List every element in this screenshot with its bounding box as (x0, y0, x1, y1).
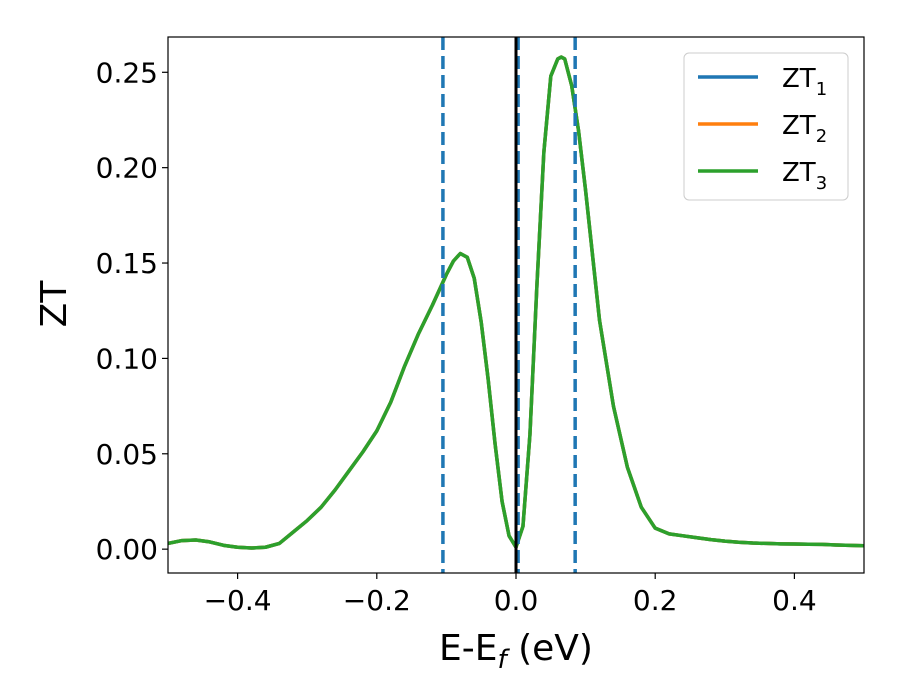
x-tick-label: 0.2 (633, 584, 678, 617)
legend-label-subscript: 1 (816, 79, 827, 100)
plot-frame (167, 36, 865, 574)
legend-label-subscript: 2 (816, 126, 827, 147)
legend-label-main: ZT (782, 64, 816, 94)
x-axis-label: E-Ef (eV) (439, 628, 593, 675)
legend-box (683, 52, 849, 201)
x-axis-label-suffix: (eV) (507, 628, 593, 669)
x-tick-label: −0.2 (343, 584, 411, 617)
y-tick-label: 0.05 (96, 438, 158, 471)
legend-label-subscript: 3 (816, 173, 827, 194)
legend-label-main: ZT (782, 158, 816, 188)
plot-area (168, 37, 864, 573)
y-tick-label: 0.00 (96, 533, 158, 566)
series-line-zt3 (168, 55, 864, 550)
legend-label-main: ZT (782, 111, 816, 141)
legend-label-zt2: ZT2 (782, 111, 827, 147)
x-tick-label: −0.4 (204, 584, 272, 617)
y-tick-label: 0.10 (96, 342, 158, 375)
x-axis: −0.4 −0.2 0.0 0.2 0.4 (204, 573, 817, 617)
y-tick-label: 0.15 (96, 247, 158, 280)
legend-label-zt1: ZT1 (782, 64, 827, 100)
y-axis-label: ZT (34, 280, 75, 328)
x-tick-label: 0.4 (772, 584, 817, 617)
x-tick-label: 0.0 (494, 584, 539, 617)
x-axis-label-main: E-E (439, 628, 497, 669)
y-tick-label: 0.25 (96, 56, 158, 89)
y-axis: 0.00 0.05 0.10 0.15 0.20 0.25 (96, 56, 168, 566)
legend-label-zt3: ZT3 (782, 158, 827, 194)
y-tick-label: 0.20 (96, 152, 158, 185)
